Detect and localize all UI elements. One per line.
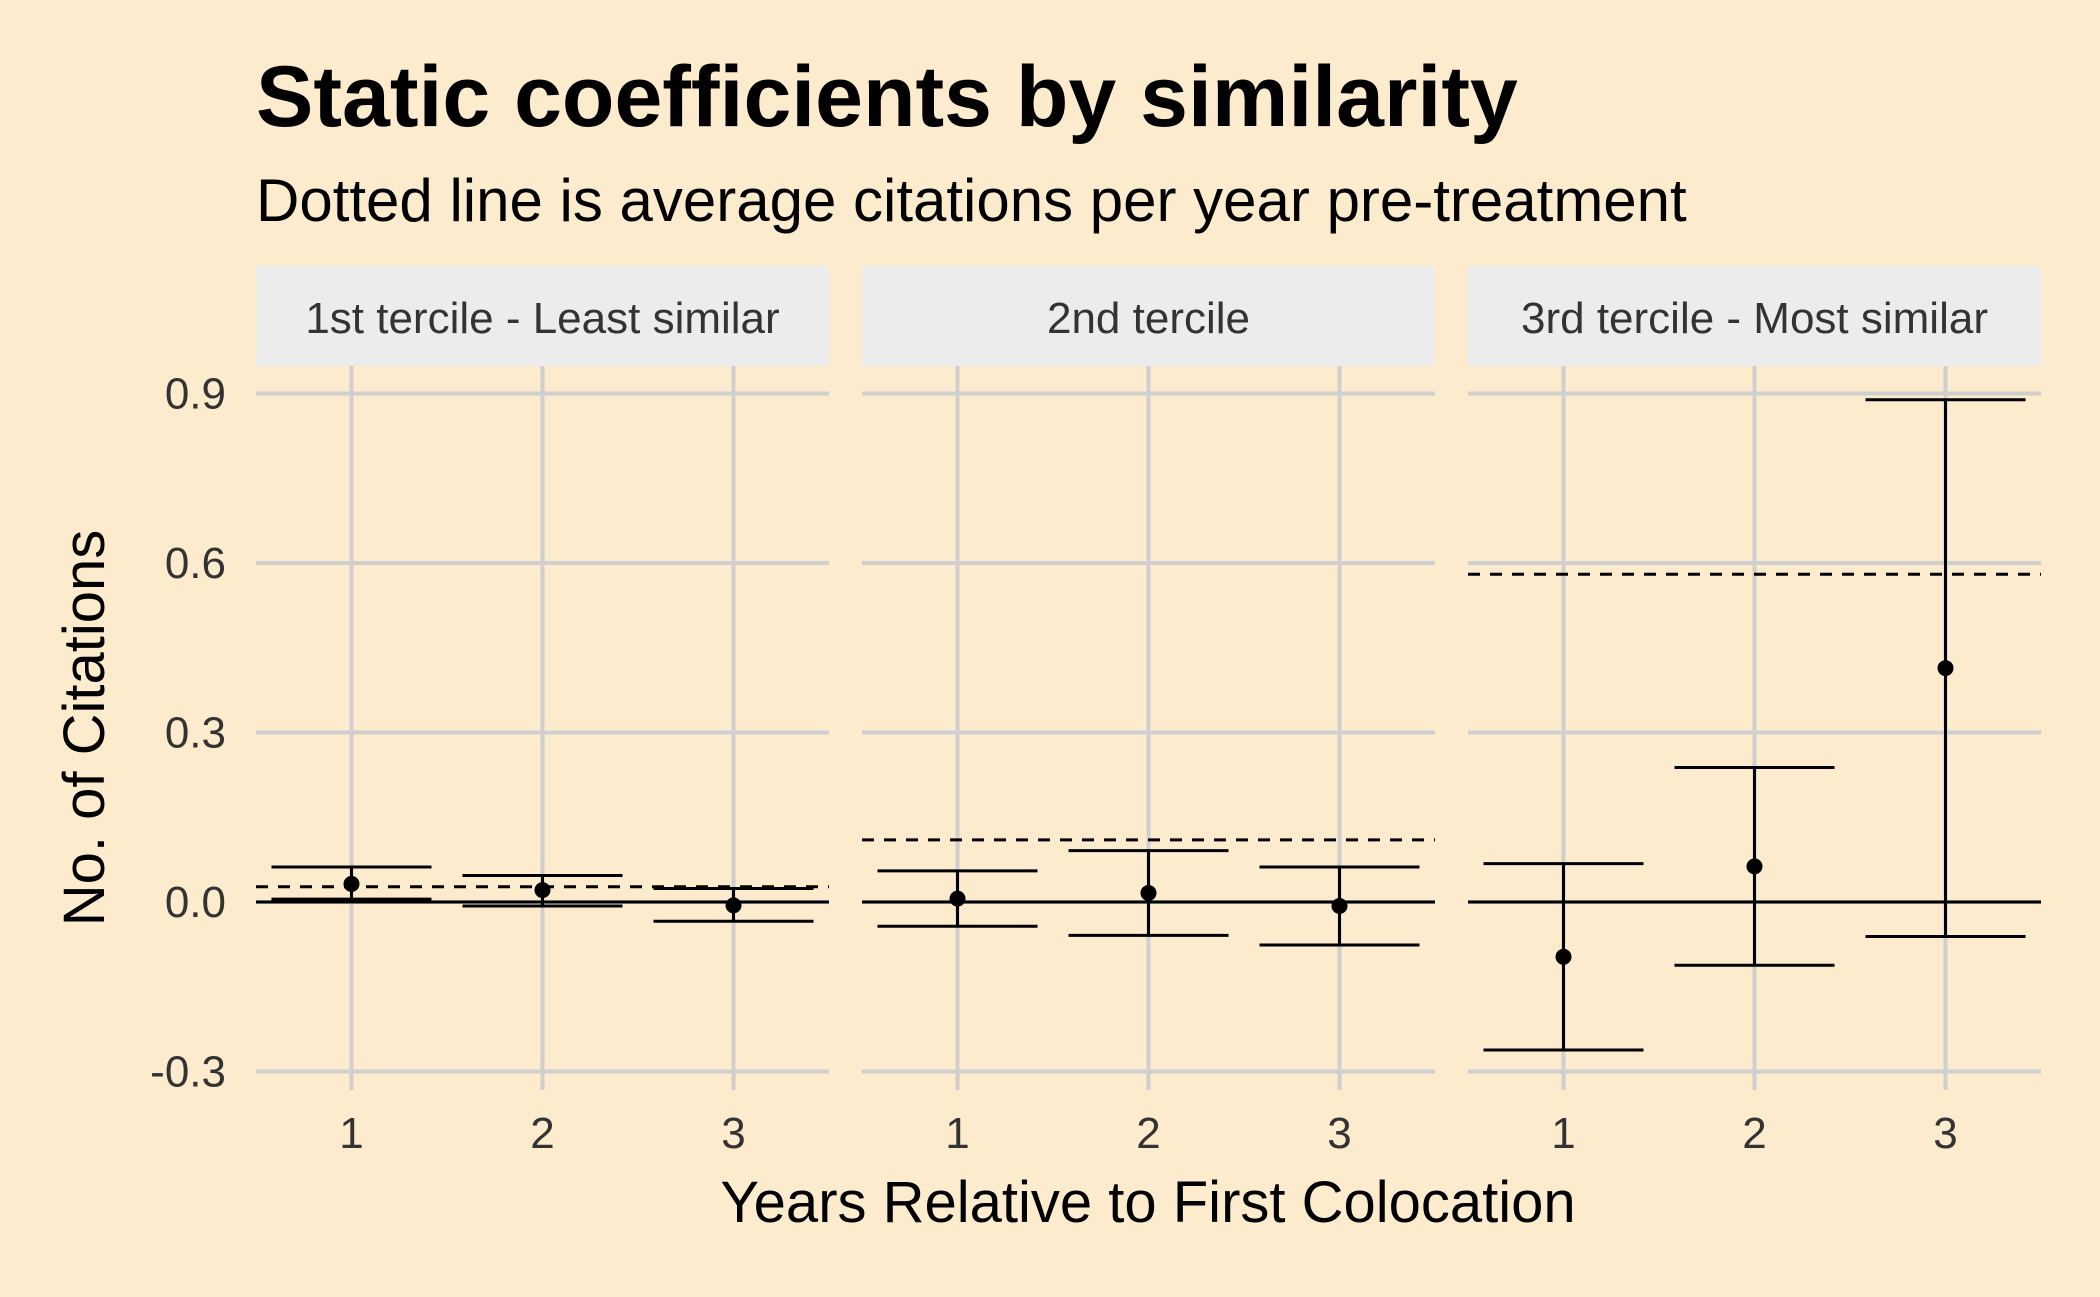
data-point [1555, 948, 1572, 965]
chart-subtitle: Dotted line is average citations per yea… [256, 167, 1687, 234]
y-axis-label: No. of Citations [52, 530, 117, 927]
data-point [1937, 660, 1954, 677]
x-tick-label: 2 [1742, 1109, 1766, 1158]
x-tick-label: 3 [1933, 1109, 1957, 1158]
y-tick-label: 0.0 [165, 878, 226, 927]
data-point [534, 882, 551, 899]
facet-strip [1468, 266, 2041, 366]
x-tick-label: 1 [1551, 1109, 1575, 1158]
facet-strip-label: 2nd tercile [1047, 294, 1250, 343]
x-tick-label: 1 [945, 1109, 969, 1158]
x-axis-label: Years Relative to First Colocation [720, 1170, 1575, 1235]
y-tick-label: -0.3 [150, 1048, 226, 1097]
facet-strip [862, 266, 1435, 366]
data-point [1140, 884, 1157, 901]
facet-strip [256, 266, 829, 366]
y-tick-label: 0.6 [165, 539, 226, 588]
y-tick-label: 0.3 [165, 709, 226, 758]
y-tick-label: 0.9 [165, 370, 226, 419]
data-point [343, 875, 360, 892]
data-point [725, 897, 742, 914]
facet-strip-label: 3rd tercile - Most similar [1521, 294, 1988, 343]
x-tick-label: 1 [339, 1109, 363, 1158]
data-point [1746, 858, 1763, 875]
chart-title: Static coefficients by similarity [256, 49, 1518, 145]
facet-strip-label: 1st tercile - Least similar [305, 294, 779, 343]
data-point [1331, 897, 1348, 914]
x-tick-label: 3 [721, 1109, 745, 1158]
data-point [949, 890, 966, 907]
x-tick-label: 3 [1327, 1109, 1351, 1158]
x-tick-label: 2 [530, 1109, 554, 1158]
x-tick-label: 2 [1136, 1109, 1160, 1158]
